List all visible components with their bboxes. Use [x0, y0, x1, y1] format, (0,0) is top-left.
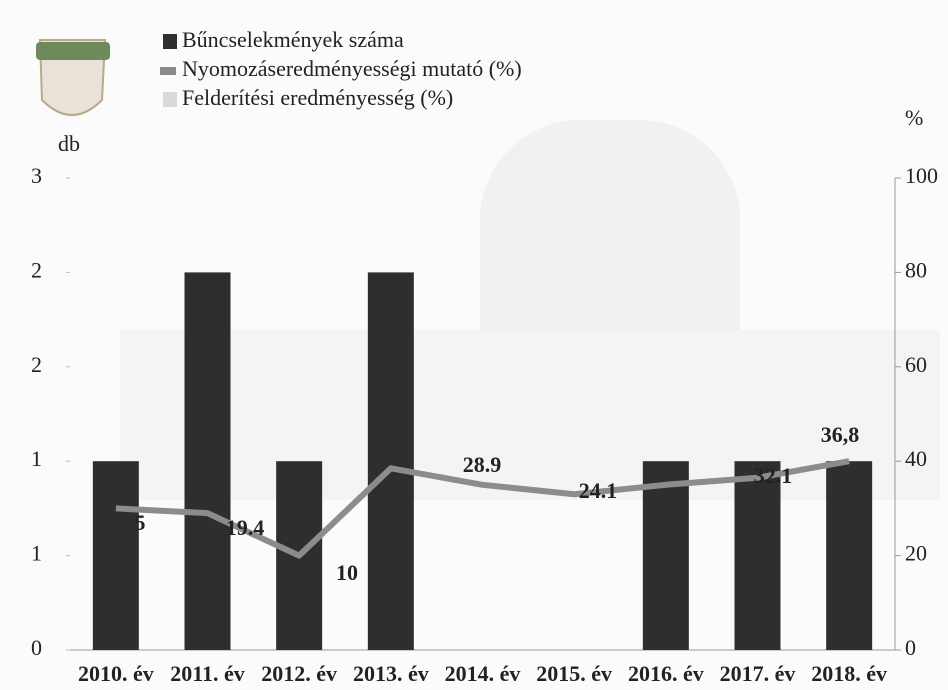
legend-swatch: [163, 34, 177, 49]
y2-tick-label: 60: [905, 352, 927, 377]
x-tick-label: 2014. év: [445, 661, 521, 686]
y2-tick-label: 40: [905, 446, 927, 471]
x-tick-label: 2018. év: [811, 661, 887, 686]
bar: [735, 461, 781, 650]
legend-label: Felderítési eredményesség (%): [182, 85, 453, 110]
bar: [643, 461, 689, 650]
annotation: 32.1: [754, 463, 793, 488]
y-axis-label: db: [58, 131, 80, 156]
bar: [826, 461, 872, 650]
y-tick-label: 3: [31, 163, 42, 188]
x-tick-label: 2012. év: [261, 661, 337, 686]
y2-tick-label: 0: [905, 635, 916, 660]
x-tick-label: 2013. év: [353, 661, 429, 686]
legend-label: Bűncselekmények száma: [182, 27, 404, 52]
bar: [368, 272, 414, 650]
bar: [185, 272, 231, 650]
x-tick-label: 2016. év: [628, 661, 704, 686]
annotation: 24.1: [579, 478, 618, 503]
logo: [36, 40, 110, 115]
bar: [93, 461, 139, 650]
y-tick-label: 0: [31, 635, 42, 660]
x-tick-label: 2011. év: [170, 661, 245, 686]
y-tick-label: 1: [31, 541, 42, 566]
x-tick-label: 2010. év: [78, 661, 154, 686]
annotation: 28.9: [463, 452, 502, 477]
legend-swatch: [160, 67, 176, 75]
background-building: [120, 330, 940, 500]
y2-tick-label: 100: [905, 163, 938, 188]
annotation: 10: [336, 560, 358, 585]
legend-label: Nyomozáseredményességi mutató (%): [182, 56, 522, 81]
y2-axis-label: %: [905, 105, 923, 130]
annotation: 36,8: [821, 422, 860, 447]
x-tick-label: 2015. év: [536, 661, 612, 686]
x-tick-label: 2017. év: [720, 661, 796, 686]
y2-tick-label: 20: [905, 541, 927, 566]
chart: db % 0 1 1 2 2 3 0 20 40 60 80 100 2010. év 2011. év 2…: [0, 0, 948, 690]
legend-swatch: [163, 92, 177, 107]
annotation: 19.4: [226, 515, 265, 540]
y-tick-label: 2: [31, 352, 42, 377]
annotation: 5: [135, 510, 146, 535]
y-tick-label: 1: [31, 446, 42, 471]
y2-tick-label: 80: [905, 257, 927, 282]
y-tick-label: 2: [31, 257, 42, 282]
